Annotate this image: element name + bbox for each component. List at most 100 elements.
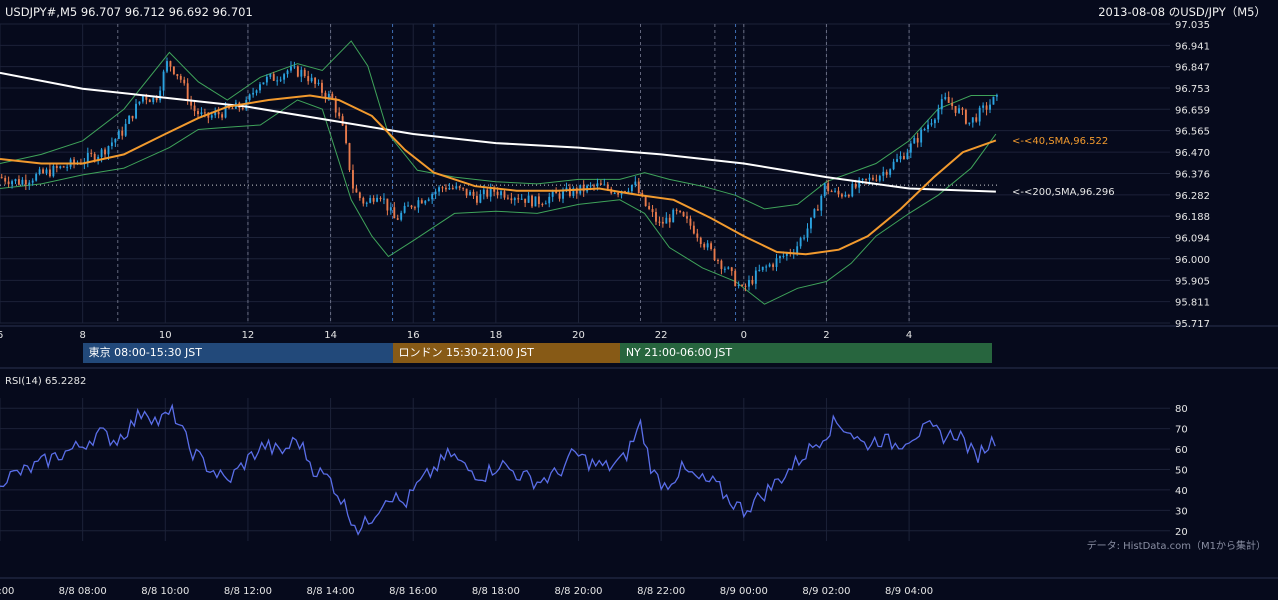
data-source-note: データ: HistData.com（M1から集計）: [1087, 539, 1266, 552]
hour-tick-label: 4: [906, 330, 912, 341]
bull-candle-body: [913, 138, 916, 144]
bull-candle-body: [906, 152, 909, 160]
bear-candle-body: [875, 179, 878, 181]
bull-candle-body: [520, 198, 523, 200]
bull-candle-body: [427, 199, 430, 201]
bear-candle-body: [641, 192, 644, 196]
bull-candle-body: [14, 179, 17, 182]
price-tick-label: 96.188: [1175, 212, 1210, 223]
bear-candle-body: [699, 237, 702, 245]
bull-candle-body: [878, 175, 881, 181]
bear-candle-body: [568, 187, 571, 196]
bull-candle-body: [110, 142, 113, 147]
bull-candle-body: [389, 207, 392, 211]
bull-candle-body: [283, 74, 286, 80]
bear-candle-body: [717, 260, 719, 262]
bull-candle-body: [758, 269, 761, 271]
bear-candle-body: [176, 74, 179, 77]
bear-candle-body: [541, 204, 544, 206]
bear-candle-body: [345, 125, 348, 144]
bear-candle-body: [692, 225, 695, 234]
bear-candle-body: [696, 233, 699, 238]
bear-candle-body: [902, 156, 905, 160]
bull-candle-body: [958, 108, 960, 113]
bear-candle-body: [458, 186, 461, 188]
bull-candle-body: [806, 228, 809, 238]
bear-candle-body: [338, 112, 341, 117]
bear-candle-body: [348, 143, 351, 171]
bull-candle-body: [38, 169, 41, 175]
bull-candle-body: [469, 191, 471, 196]
bear-candle-body: [48, 169, 51, 177]
bear-candle-body: [358, 192, 361, 198]
bull-candle-body: [813, 209, 816, 218]
bull-candle-body: [796, 246, 799, 254]
bear-candle-body: [847, 195, 850, 197]
bear-candle-body: [221, 114, 224, 118]
bear-candle-body: [24, 179, 27, 185]
bear-candle-body: [104, 149, 106, 155]
bear-candle-body: [296, 66, 299, 77]
bull-candle-body: [66, 166, 69, 168]
bull-candle-body: [596, 183, 599, 187]
bear-candle-body: [355, 188, 358, 193]
bull-candle-body: [844, 195, 847, 197]
bull-candle-body: [262, 82, 265, 85]
bull-candle-body: [613, 192, 616, 194]
bear-candle-body: [517, 198, 520, 200]
rsi-tick-label: 60: [1175, 445, 1188, 456]
axis-layer: 97.035 96.941 96.847 96.753 96.659 96.565 96.4…: [0, 20, 1210, 597]
bull-candle-body: [248, 94, 251, 100]
bear-candle-body: [73, 159, 75, 164]
bear-candle-body: [55, 165, 58, 169]
bear-candle-body: [531, 195, 533, 207]
bear-candle-body: [410, 205, 413, 208]
bear-candle-body: [493, 187, 496, 192]
price-tick-label: 96.094: [1175, 233, 1210, 244]
bull-candle-body: [748, 280, 750, 287]
bull-candle-body: [785, 252, 788, 256]
bear-candle-body: [334, 98, 337, 113]
bear-candle-body: [734, 271, 737, 286]
bear-candle-body: [272, 74, 275, 81]
bull-candle-body: [534, 196, 537, 207]
bear-candle-body: [975, 117, 978, 122]
bull-candle-body: [162, 71, 165, 91]
bear-candle-body: [744, 285, 747, 287]
bear-candle-body: [661, 221, 664, 224]
bear-candle-body: [644, 195, 647, 207]
bull-candle-body: [927, 124, 929, 130]
bull-candle-body: [52, 165, 55, 177]
bear-candle-body: [131, 115, 134, 119]
bear-candle-body: [648, 206, 651, 210]
bull-candle-body: [627, 191, 630, 193]
bear-candle-body: [703, 244, 706, 248]
bear-candle-body: [121, 130, 124, 136]
datetime-tick-label: 8/9 00:00: [720, 586, 768, 597]
bull-candle-body: [286, 70, 289, 75]
bull-candle-body: [899, 156, 902, 160]
bear-candle-body: [169, 61, 172, 67]
bear-candle-body: [575, 188, 578, 194]
sma40-label: <-<40,SMA,96.522: [1012, 136, 1108, 147]
rsi-tick-label: 50: [1175, 466, 1188, 477]
bear-candle-body: [606, 184, 609, 189]
bull-candle-body: [489, 187, 492, 197]
bull-candle-body: [779, 256, 781, 259]
hour-tick-label: 10: [159, 330, 172, 341]
bull-candle-body: [920, 129, 923, 143]
bollinger-upper-line: [0, 40, 996, 210]
bull-candle-body: [35, 174, 38, 181]
bull-candle-body: [417, 200, 420, 208]
price-tick-label: 96.000: [1175, 255, 1210, 266]
bull-candle-body: [431, 194, 434, 200]
bull-candle-body: [968, 122, 971, 124]
bear-candle-body: [675, 209, 678, 211]
bull-candle-body: [940, 99, 943, 110]
bear-candle-body: [503, 191, 506, 198]
bull-candle-body: [603, 184, 606, 186]
datetime-tick-label: 06:00: [0, 586, 14, 597]
bull-candle-body: [117, 130, 120, 139]
bull-candle-body: [513, 198, 516, 201]
bull-candle-body: [97, 156, 100, 161]
